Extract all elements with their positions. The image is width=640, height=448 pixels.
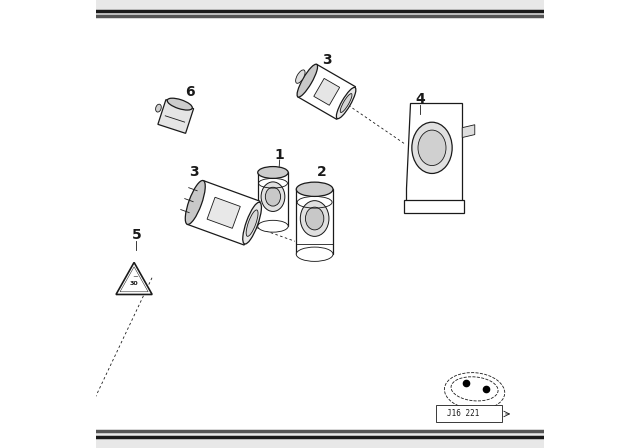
Polygon shape: [462, 125, 475, 138]
Bar: [258, 172, 288, 226]
Ellipse shape: [444, 373, 505, 409]
Bar: [96, 0, 544, 16]
Ellipse shape: [305, 207, 324, 230]
Text: 4: 4: [415, 92, 425, 107]
Ellipse shape: [156, 104, 161, 112]
Bar: [436, 405, 502, 422]
Text: 6: 6: [185, 85, 195, 99]
Ellipse shape: [243, 202, 261, 244]
Ellipse shape: [297, 64, 317, 97]
Bar: [404, 200, 465, 213]
Polygon shape: [116, 263, 152, 294]
Ellipse shape: [261, 182, 285, 211]
Text: 3: 3: [322, 52, 332, 67]
Polygon shape: [207, 197, 240, 228]
Text: 5: 5: [131, 228, 141, 242]
Ellipse shape: [296, 70, 305, 83]
Polygon shape: [314, 78, 340, 105]
Ellipse shape: [412, 122, 452, 173]
Ellipse shape: [167, 98, 192, 110]
Ellipse shape: [418, 130, 446, 166]
Bar: [296, 189, 333, 254]
Polygon shape: [406, 103, 462, 202]
Ellipse shape: [185, 181, 205, 224]
Polygon shape: [188, 181, 260, 245]
Text: ~: ~: [132, 274, 138, 280]
Ellipse shape: [451, 377, 498, 401]
Text: 1: 1: [275, 147, 285, 162]
Ellipse shape: [300, 201, 329, 237]
Ellipse shape: [266, 187, 280, 206]
Ellipse shape: [246, 210, 258, 237]
Polygon shape: [298, 65, 356, 119]
Ellipse shape: [258, 167, 288, 178]
Ellipse shape: [337, 87, 356, 119]
Polygon shape: [158, 99, 194, 134]
Ellipse shape: [296, 182, 333, 196]
Text: 30: 30: [130, 280, 138, 286]
Text: 2: 2: [317, 164, 327, 179]
Text: J16 221: J16 221: [447, 409, 479, 418]
Ellipse shape: [258, 220, 288, 232]
Bar: [96, 431, 544, 448]
Ellipse shape: [296, 247, 333, 261]
Ellipse shape: [340, 94, 352, 112]
Text: 3: 3: [189, 165, 198, 179]
